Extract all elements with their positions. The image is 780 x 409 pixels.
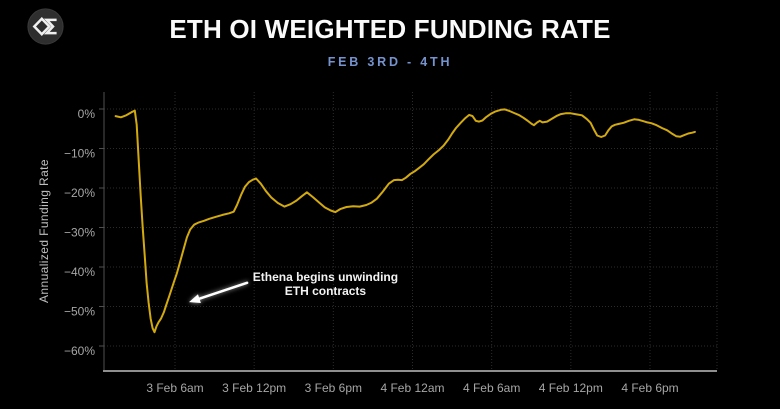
y-tick-label: −40%: [64, 265, 95, 279]
y-tick-label: −50%: [64, 305, 95, 319]
x-tick-label: 4 Feb 6am: [463, 381, 520, 395]
chart-title: ETH OI WEIGHTED FUNDING RATE: [169, 14, 611, 44]
x-tick-label: 3 Feb 6pm: [305, 381, 362, 395]
annotation-arrow-head: [188, 294, 201, 304]
funding-rate-line: [114, 108, 696, 334]
x-tick-label: 4 Feb 12am: [380, 381, 444, 395]
chart-date-range: FEB 3RD - 4TH: [327, 55, 453, 69]
y-tick-label: −30%: [64, 226, 95, 240]
annotation-arrow-shaft: [198, 281, 249, 300]
x-tick-label: 4 Feb 6pm: [621, 381, 678, 395]
y-tick-label: −10%: [64, 147, 95, 161]
x-tick-label: 3 Feb 12pm: [222, 381, 286, 395]
diamond-sigma-logo-icon: [27, 8, 64, 45]
annotation-text: ETH contracts: [285, 284, 367, 298]
annotation-arrow: [188, 281, 249, 304]
annotation-text: Ethena begins unwinding: [253, 270, 398, 284]
x-tick-label: 4 Feb 12pm: [539, 381, 603, 395]
logo: [27, 8, 64, 45]
y-axis-title: Annualized Funding Rate: [37, 159, 51, 303]
x-tick-label: 3 Feb 6am: [146, 381, 203, 395]
y-tick-label: −60%: [64, 344, 95, 358]
y-tick-label: −20%: [64, 186, 95, 200]
y-tick-label: 0%: [78, 107, 96, 121]
